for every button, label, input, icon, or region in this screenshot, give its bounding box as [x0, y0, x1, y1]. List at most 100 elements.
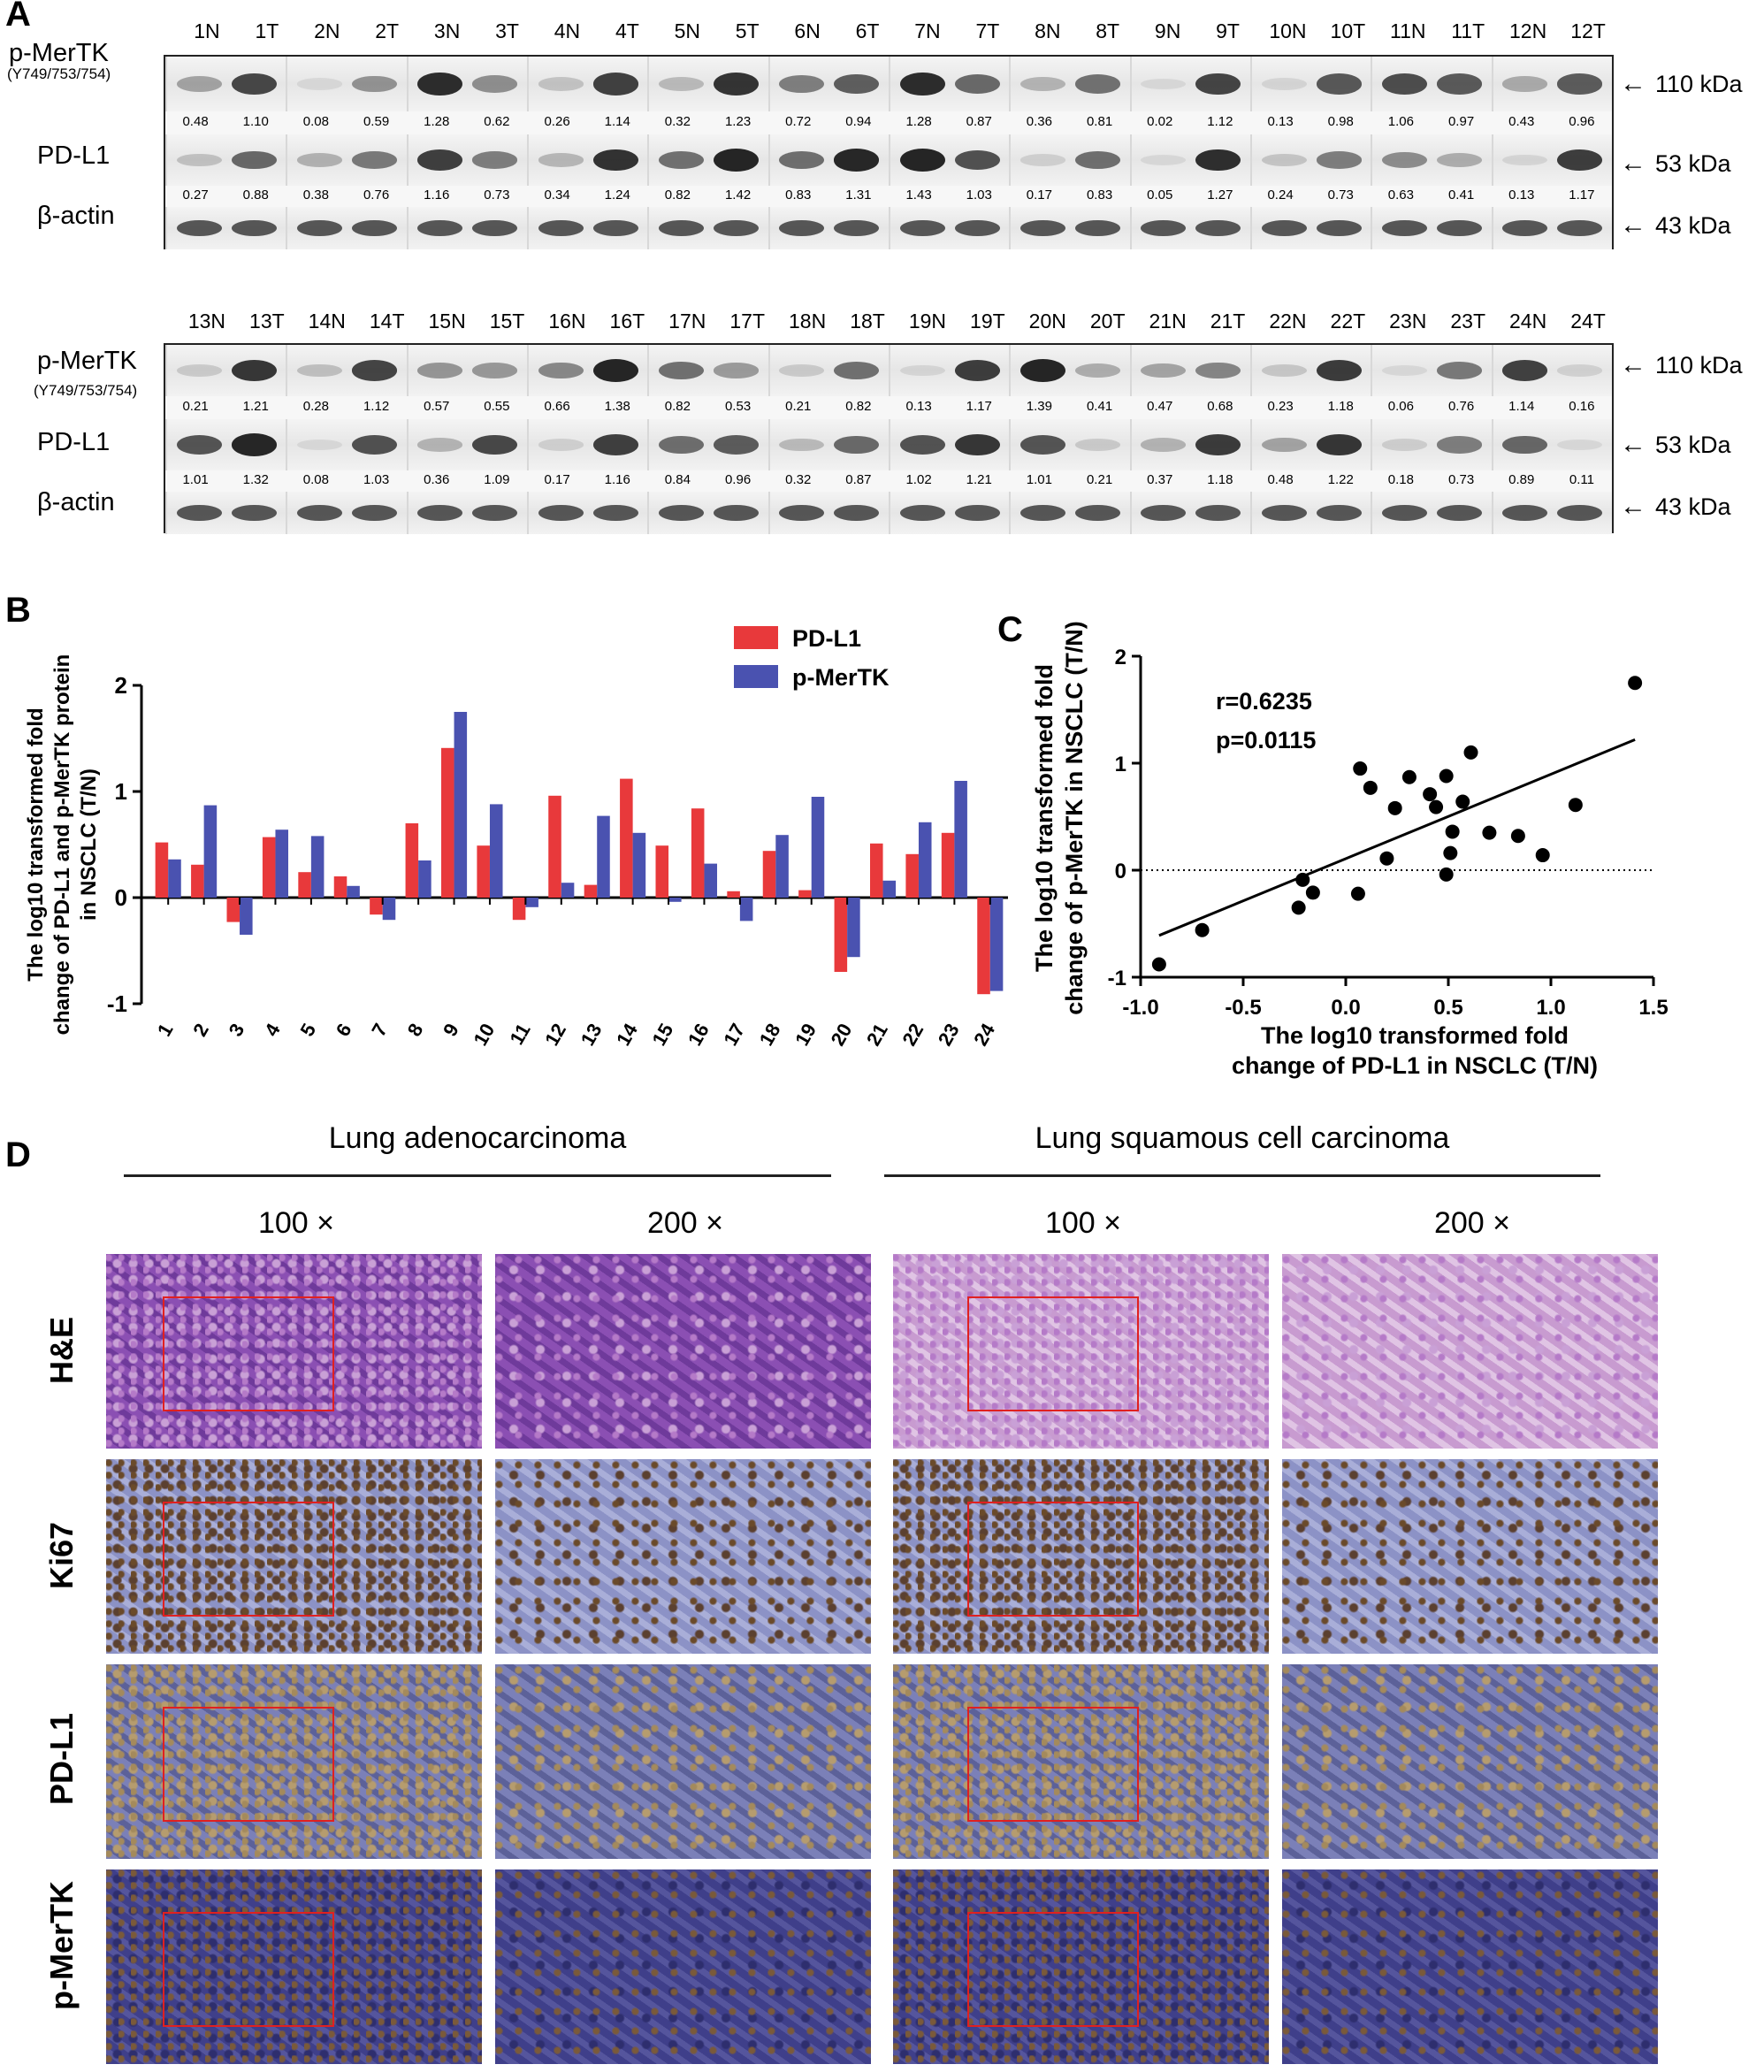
pdl1-band: [176, 153, 222, 167]
pmertk-band: [1316, 73, 1362, 95]
lane-label: 22T: [1330, 310, 1366, 333]
lane-label: 21T: [1210, 310, 1246, 333]
densitometry-value: 0.48: [182, 114, 209, 129]
pmertk-band: [659, 77, 705, 91]
densitometry-value: 0.36: [424, 472, 450, 487]
blot-lane-pair: [888, 57, 1010, 111]
x-tick-label: 19: [790, 1020, 821, 1050]
roi-box: [967, 1296, 1139, 1411]
actin-band: [297, 504, 343, 522]
densitometry-value: 0.96: [724, 472, 752, 487]
x-tick-label: 6: [332, 1020, 356, 1040]
densitometry-value: 0.83: [785, 187, 812, 203]
scatter-point: [1443, 845, 1458, 860]
y-tick-label: 2: [1115, 646, 1126, 669]
x-tick-label: 4: [260, 1019, 285, 1040]
blot-lane-pair: [647, 207, 768, 249]
pdl1-band: [1074, 150, 1120, 170]
ihc-micrograph: [893, 1254, 1269, 1449]
x-tick-label: 11: [505, 1020, 534, 1049]
kda-110-1: ← 110 kDa: [1620, 69, 1743, 98]
actin-band: [417, 504, 463, 522]
roi-box: [163, 1502, 334, 1617]
scatter-point: [1379, 851, 1394, 866]
lane-label: 13N: [187, 310, 226, 333]
scatter-point: [1445, 824, 1460, 839]
blot-lane-pair: [1491, 134, 1612, 186]
densitometry-value: 0.13: [905, 399, 932, 414]
densitometry-value: 0.89: [1508, 472, 1535, 487]
roi-box: [163, 1296, 334, 1411]
scatter-point: [1510, 829, 1525, 844]
r-annotation: r=0.6235: [1216, 688, 1312, 715]
actin-band: [472, 504, 518, 522]
scatter-point: [1439, 867, 1454, 882]
arrow-icon: ←: [1620, 210, 1646, 240]
blot1-actin-bands: [165, 207, 1612, 249]
x-tick-label: 10: [469, 1020, 499, 1050]
densitometry-value: 1.28: [905, 114, 932, 129]
pmertk-band: [176, 364, 222, 377]
densitometry-value: 0.17: [544, 472, 570, 487]
pmertk-band: [472, 363, 518, 378]
pmertk-bar: [632, 832, 646, 898]
x-tick-label: 24: [969, 1019, 999, 1049]
pmertk-band: [417, 363, 463, 378]
lane-label: 20T: [1089, 310, 1126, 333]
scatter-chart: -1 0 1 2 -1.0 -0.5 0.0 0.5 1.0 1.5 r=0.6235 p=0.011…: [1031, 621, 1669, 1079]
densitometry-value: 0.24: [1267, 187, 1294, 203]
pmertk-band: [713, 363, 759, 378]
blot2-actin-bands: [165, 492, 1612, 534]
panel-label-c: C: [997, 610, 1023, 649]
pdl1-band: [538, 153, 584, 167]
blot-lane-pair: [1249, 207, 1371, 249]
actin-band: [1141, 219, 1187, 237]
pmertk-bar: [811, 797, 825, 898]
blot-lane-pair: [1491, 492, 1612, 534]
ihc-micrograph: [106, 1254, 482, 1449]
blot-lane-pair: [165, 207, 286, 249]
pmertk-bar: [347, 885, 360, 898]
blot-lane-pair: [1129, 345, 1250, 396]
blot-lane-pair: [647, 57, 768, 111]
blot-lane-pair: [406, 207, 527, 249]
pdl1-label-2: PD-L1: [37, 428, 111, 456]
arrow-icon: ←: [1620, 149, 1646, 178]
squamous-mag-200: 200 ×: [1433, 1206, 1511, 1240]
pdl1-band: [899, 434, 945, 455]
scatter-point: [1423, 787, 1438, 802]
pdl1-band: [713, 148, 759, 172]
actin-band: [1436, 504, 1482, 522]
densitometry-value: 0.11: [1569, 472, 1594, 487]
blot-lane-pair: [888, 419, 1010, 470]
densitometry-value: 0.83: [1086, 187, 1113, 203]
pdl1-bar: [370, 898, 383, 915]
panel-label-a: A: [5, 0, 31, 34]
pdl1-band: [1195, 149, 1241, 172]
pmertk-band: [1074, 74, 1120, 94]
pmertk-band: [231, 359, 277, 382]
actin-band: [1502, 219, 1548, 237]
pdl1-label-1: PD-L1: [37, 141, 111, 170]
roi-box: [163, 1912, 334, 2027]
densitometry-value: 0.76: [1447, 399, 1475, 414]
pdl1-band: [1316, 433, 1362, 456]
x-tick-label: 7: [367, 1020, 392, 1040]
densitometry-value: 1.16: [604, 472, 630, 487]
lane-label: 10T: [1330, 19, 1366, 42]
densitometry-value: 0.84: [664, 472, 691, 487]
densitometry-value: 0.97: [1447, 114, 1475, 129]
scatter-point: [1350, 886, 1365, 901]
blot-lane-pair: [406, 134, 527, 186]
p-annotation: p=0.0115: [1216, 727, 1316, 753]
pmertk-bar: [382, 898, 396, 921]
scatter-point: [1295, 872, 1310, 887]
densitometry-value: 1.23: [724, 114, 752, 129]
densitometry-value: 0.41: [1447, 187, 1475, 203]
densitometry-value: 0.08: [302, 114, 329, 129]
pdl1-bar: [333, 876, 347, 898]
actin-band: [176, 219, 222, 237]
pdl1-band: [1502, 154, 1548, 166]
densitometry-value: 0.57: [424, 399, 450, 414]
roi-box: [967, 1502, 1139, 1617]
